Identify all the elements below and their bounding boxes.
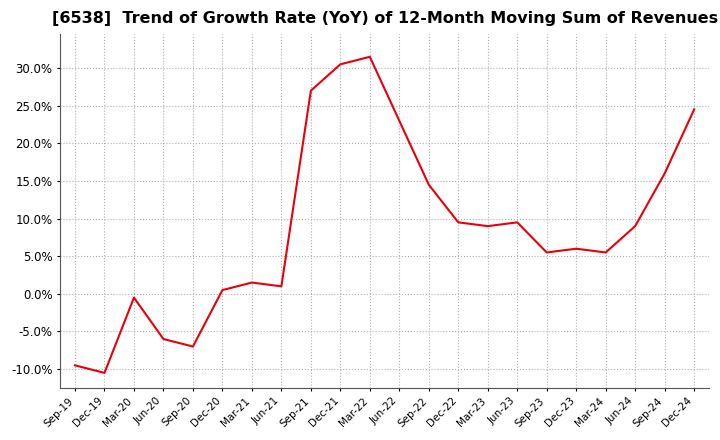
Title: [6538]  Trend of Growth Rate (YoY) of 12-Month Moving Sum of Revenues: [6538] Trend of Growth Rate (YoY) of 12-…: [52, 11, 718, 26]
